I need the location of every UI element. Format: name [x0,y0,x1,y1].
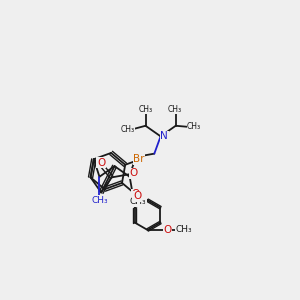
Text: CH₃: CH₃ [120,125,134,134]
Text: CH₃: CH₃ [130,197,146,206]
Text: CH₃: CH₃ [168,105,182,114]
Text: O: O [97,158,105,168]
Text: O: O [131,189,140,199]
Text: N: N [160,131,168,141]
Text: O: O [133,191,141,201]
Text: CH₃: CH₃ [187,122,201,131]
Text: CH₃: CH₃ [92,196,108,205]
Text: CH₃: CH₃ [139,105,153,114]
Text: CH₃: CH₃ [176,226,193,235]
Text: O: O [164,225,172,235]
Text: Br: Br [133,154,145,164]
Text: O: O [129,168,138,178]
